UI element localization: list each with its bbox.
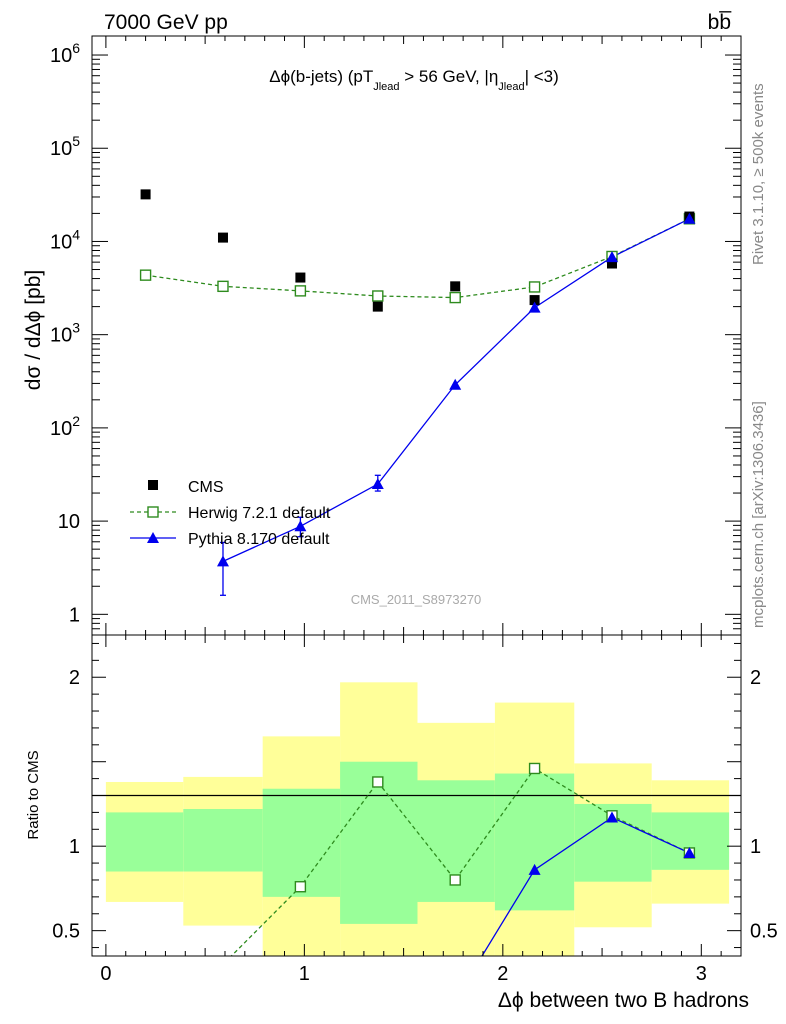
ratio-inner-band — [340, 761, 418, 924]
ratio-herwig-point — [372, 776, 384, 788]
tick-base: 1 — [69, 604, 80, 626]
ratio-y-tick-label-right: 1 — [750, 836, 761, 858]
ratio-pythia-point — [605, 811, 618, 823]
ratio-panel: 0.5 0.5 1 1 2 2 0 1 2 3 Ratio to CMS Δϕ between … — [25, 634, 778, 1012]
tick-exponent: 6 — [72, 40, 80, 56]
ratio-series-layer — [230, 762, 696, 956]
ratio-uncertainty-bands — [105, 682, 730, 956]
ratio-herwig-point — [528, 762, 541, 775]
legend-herwig-label: Herwig 7.2.1 default — [188, 505, 331, 522]
tick-exponent: 5 — [72, 133, 80, 149]
rivet-version-text: Rivet 3.1.10, ≥ 500k events — [750, 83, 767, 265]
main-y-tick-label: 105 — [50, 133, 80, 160]
tick-base: 10 — [58, 511, 80, 533]
cms-point — [529, 295, 540, 306]
ratio-inner-band — [494, 773, 575, 911]
tick-base: 10 — [50, 418, 72, 440]
herwig-line — [145, 218, 690, 299]
main-y-tick-label: 1 — [69, 604, 80, 626]
ratio-pythia-point — [683, 846, 696, 858]
ratio-y-tick-label: 1 — [69, 836, 80, 858]
main-y-axis-label: dσ / dΔϕ [pb] — [22, 270, 45, 390]
ratio-herwig-line — [230, 767, 690, 956]
cms-point — [450, 281, 461, 292]
ratio-herwig-point — [449, 874, 461, 886]
pythia-point — [605, 251, 618, 263]
tick-base: 10 — [50, 138, 72, 160]
title-sub-jlead: Jlead — [373, 81, 399, 93]
ratio-y-axis-label: Ratio to CMS — [25, 750, 42, 839]
tick-base: 10 — [50, 45, 72, 67]
title-tail: | <3) — [525, 67, 559, 86]
ratio-inner-band — [262, 788, 341, 897]
herwig-point — [372, 290, 384, 302]
legend-cms-marker — [148, 480, 158, 490]
x-axis-label: Δϕ between two B hadrons — [498, 989, 749, 1012]
pythia-point — [371, 478, 384, 490]
ratio-curves — [230, 762, 696, 956]
x-tick-label: 0 — [100, 963, 111, 985]
ratio-herwig-point — [294, 881, 307, 893]
tick-exponent: 2 — [72, 413, 80, 429]
cms-point — [217, 232, 228, 243]
herwig-point — [528, 281, 541, 293]
pythia-point — [449, 378, 462, 390]
x-tick-label: 3 — [696, 963, 707, 985]
legend-pythia-marker — [147, 532, 159, 543]
pythia-point — [216, 555, 229, 567]
ratio-y-tick-label-right: 2 — [750, 667, 761, 689]
ratio-x-axis: 0 1 2 3 — [100, 635, 742, 985]
x-tick-label: 1 — [299, 963, 310, 985]
legend-pythia-label: Pythia 8.170 default — [188, 531, 330, 548]
legend-cms-label: CMS — [188, 479, 224, 496]
main-y-tick-label: 104 — [50, 226, 80, 253]
main-y-tick-label: 10 — [58, 511, 80, 533]
legend-herwig-marker — [147, 506, 159, 518]
ratio-inner-band — [183, 809, 263, 872]
cms-point — [606, 258, 617, 269]
main-chart-title: Δϕ(b-jets) (pTJlead > 56 GeV, |ηJlead| <… — [269, 67, 559, 93]
pythia-point — [294, 520, 307, 532]
tick-base: 10 — [50, 231, 72, 253]
mcplots-reference-text: mcplots.cern.ch [arXiv:1306.3436] — [750, 401, 767, 628]
main-panel: CMS_2011_S8973270 Δϕ(b-jets) (pTJlead > … — [22, 35, 742, 636]
main-y-tick-label: 103 — [50, 320, 80, 347]
tick-base: 10 — [50, 325, 72, 347]
ratio-y-tick-label: 2 — [69, 667, 80, 689]
header-left-label: 7000 GeV pp — [104, 11, 228, 34]
main-series-layer — [139, 189, 696, 596]
x-tick-label: 2 — [497, 963, 508, 985]
cms-point — [295, 272, 306, 283]
ratio-y-tick-label-right: 0.5 — [750, 921, 778, 943]
pythia-point — [683, 212, 696, 224]
header-right-label: bb̅ — [708, 11, 733, 34]
ratio-y-axis: 0.5 0.5 1 1 2 2 — [52, 642, 778, 949]
main-y-tick-label: 106 — [50, 40, 80, 67]
herwig-point — [139, 269, 152, 281]
legend: CMS Herwig 7.2.1 default Pythia 8.170 de… — [130, 479, 331, 548]
ratio-frame — [91, 634, 742, 957]
herwig-point — [217, 280, 229, 293]
tick-exponent: 3 — [72, 320, 80, 336]
analysis-watermark: CMS_2011_S8973270 — [351, 592, 482, 607]
ratio-y-tick-label: 0.5 — [52, 921, 80, 943]
herwig-point — [294, 285, 307, 297]
cms-point — [372, 301, 383, 312]
title-mid: > 56 GeV, |η — [400, 67, 499, 86]
tick-exponent: 4 — [72, 226, 80, 242]
ratio-pythia-point — [528, 863, 541, 875]
herwig-point — [449, 291, 461, 304]
pythia-point — [528, 301, 541, 313]
cms-point — [140, 189, 151, 200]
ratio-inner-band — [105, 812, 184, 872]
title-lead: Δϕ(b-jets) (pT — [269, 67, 373, 86]
title-sub-jlead-eta: Jlead — [498, 81, 524, 93]
main-y-tick-label: 102 — [50, 413, 80, 440]
